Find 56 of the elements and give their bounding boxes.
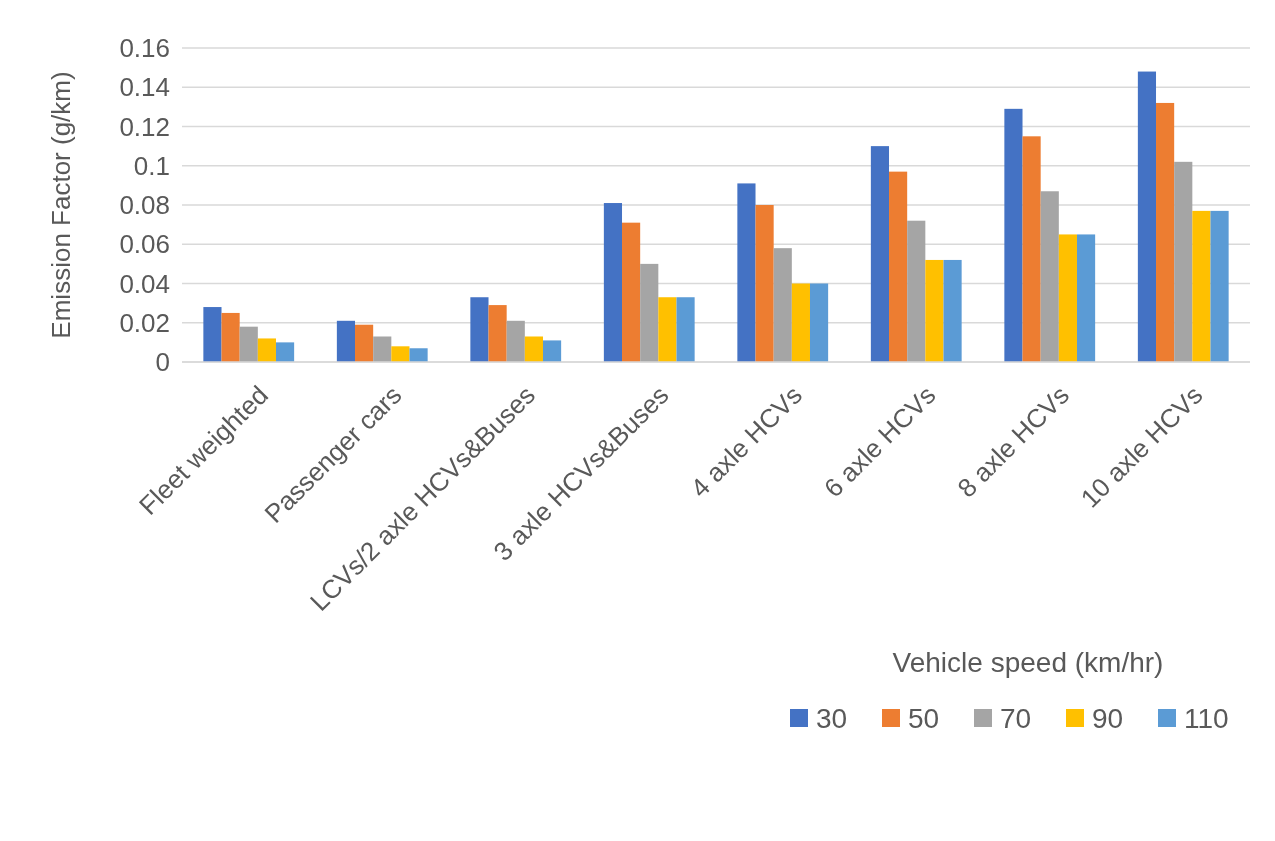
bar	[1137, 71, 1157, 362]
bar	[1192, 210, 1211, 362]
bar	[203, 307, 222, 362]
bar	[809, 283, 829, 362]
bar	[640, 263, 659, 362]
bar	[791, 283, 810, 362]
bar	[622, 222, 641, 362]
y-tick-label: 0.12	[119, 111, 170, 142]
bar	[1040, 191, 1059, 362]
bar	[1004, 108, 1023, 362]
bar	[1076, 234, 1096, 362]
y-tick-label: 0.02	[119, 307, 170, 338]
bar	[391, 346, 410, 362]
bar	[889, 171, 908, 362]
bar	[239, 326, 258, 362]
y-tick-label: 0.08	[119, 190, 170, 221]
y-tick-label: 0.06	[119, 229, 170, 260]
bar	[488, 305, 507, 362]
bar	[542, 340, 562, 362]
legend-label: 70	[1000, 702, 1032, 734]
y-tick-label: 0.14	[119, 72, 170, 103]
legend-label: 50	[908, 702, 940, 734]
bar	[470, 297, 489, 362]
bar	[943, 259, 962, 362]
bar	[755, 205, 774, 362]
bar	[737, 183, 756, 362]
legend-label: 90	[1092, 702, 1124, 734]
legend-label: 30	[816, 702, 848, 734]
y-axis-title: Emission Factor (g/km)	[46, 71, 76, 339]
x-axis-title: Vehicle speed (km/hr)	[892, 647, 1164, 678]
bar	[658, 297, 677, 362]
bar	[409, 348, 428, 362]
bar	[373, 336, 392, 362]
bar	[1022, 136, 1041, 362]
bar	[603, 203, 623, 362]
bar	[221, 312, 240, 362]
y-tick-label: 0.04	[119, 268, 170, 299]
bar	[773, 248, 792, 362]
bar	[257, 338, 276, 362]
bar	[524, 336, 543, 362]
legend-label: 110	[1184, 702, 1229, 734]
bar	[275, 342, 295, 362]
bar	[355, 324, 374, 362]
bar	[1058, 234, 1077, 362]
bar	[1156, 102, 1175, 362]
bar	[907, 220, 926, 362]
bar	[925, 259, 944, 362]
bar	[1210, 210, 1229, 362]
bar	[1174, 161, 1193, 362]
bar	[870, 146, 890, 362]
bar	[336, 320, 356, 362]
y-tick-label: 0.16	[119, 33, 170, 64]
bar	[676, 297, 695, 362]
bar	[506, 320, 525, 362]
y-tick-label: 0.1	[133, 150, 170, 181]
y-tick-label: 0	[155, 347, 170, 378]
